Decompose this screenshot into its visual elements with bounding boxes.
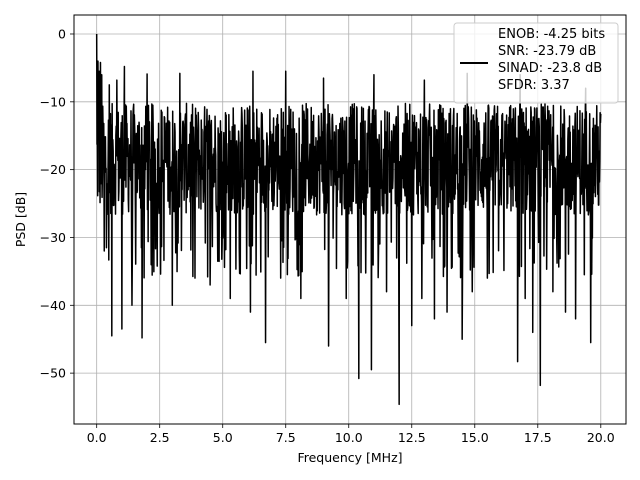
legend-entry-sfdr: SFDR: 3.37 xyxy=(498,78,570,93)
legend-entry-snr: SNR: -23.79 dB xyxy=(498,44,596,59)
x-tick-label: 17.5 xyxy=(524,430,552,445)
x-tick-label: 20.0 xyxy=(587,430,615,445)
y-tick-label: −30 xyxy=(40,230,66,245)
legend-box xyxy=(453,22,619,104)
x-tick-label: 2.5 xyxy=(150,430,170,445)
legend: ENOB: -4.25 bits SNR: -23.79 dB SINAD: -… xyxy=(453,22,619,104)
x-tick-label: 5.0 xyxy=(213,430,233,445)
y-tick-label: −20 xyxy=(40,162,66,177)
psd-series-line xyxy=(95,33,602,406)
y-tick-label: −10 xyxy=(40,94,66,109)
legend-entry-sinad: SINAD: -23.8 dB xyxy=(498,61,602,76)
x-tick-label: 0.0 xyxy=(87,430,107,445)
legend-entry-enob: ENOB: -4.25 bits xyxy=(498,27,605,42)
x-tick-label: 15.0 xyxy=(461,430,489,445)
y-tick-label: −40 xyxy=(40,298,66,313)
x-tick-label: 7.5 xyxy=(276,430,296,445)
series-layer xyxy=(95,33,602,406)
x-axis-label: Frequency [MHz] xyxy=(297,450,402,465)
x-tick-label: 10.0 xyxy=(335,430,363,445)
y-axis-label: PSD [dB] xyxy=(13,192,28,247)
y-axis-ticks: 0 −10 −20 −30 −40 −50 xyxy=(40,26,74,381)
x-tick-label: 12.5 xyxy=(398,430,426,445)
plot-frame xyxy=(73,14,627,425)
y-tick-label: 0 xyxy=(58,26,66,41)
x-axis-ticks: 0.0 2.5 5.0 7.5 10.0 12.5 15.0 17.5 20.0 xyxy=(87,424,615,445)
y-tick-label: −50 xyxy=(40,366,66,381)
